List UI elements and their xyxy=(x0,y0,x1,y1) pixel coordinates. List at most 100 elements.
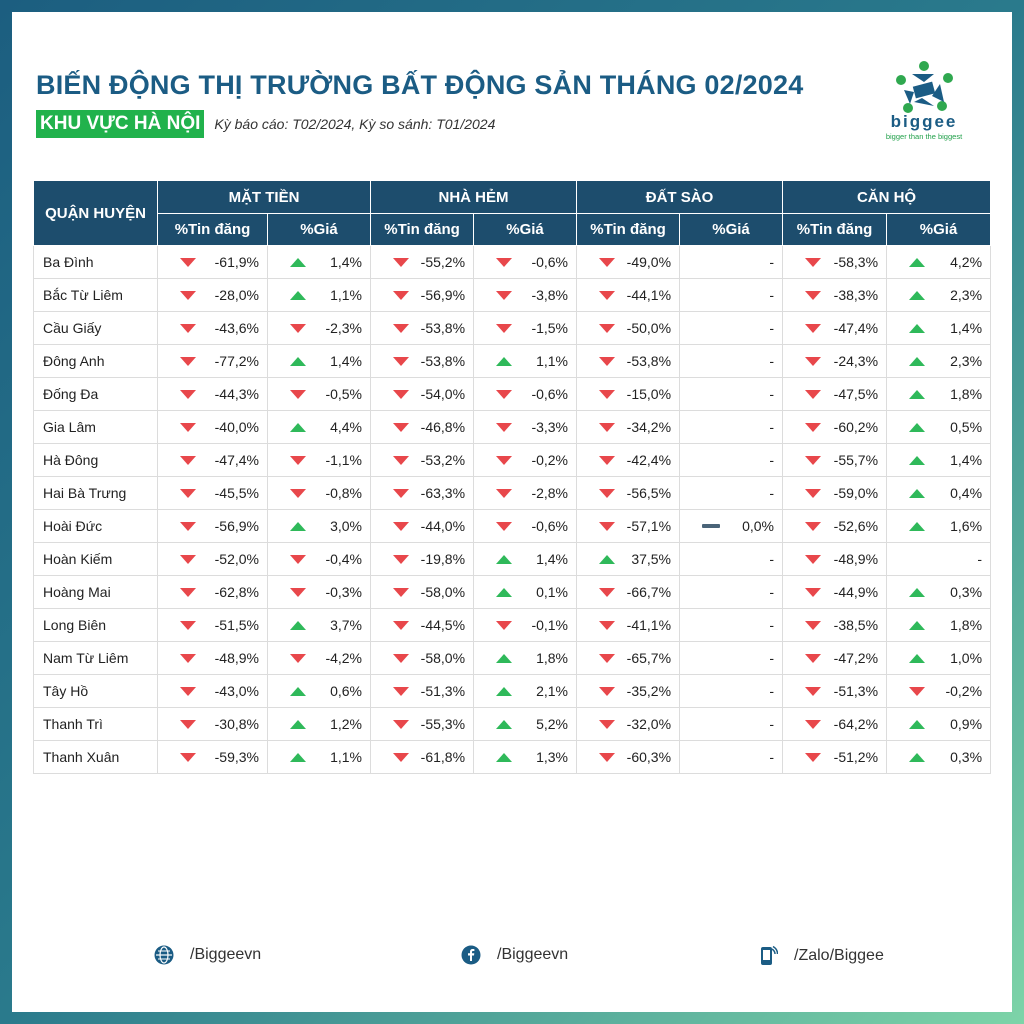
district-name: Đông Anh xyxy=(33,344,158,378)
value-cell: -44,1% xyxy=(576,278,681,312)
value-cell: -59,0% xyxy=(782,476,888,510)
value-text: -53,8% xyxy=(626,353,672,369)
value-cell: 1,4% xyxy=(266,344,372,378)
value-text: - xyxy=(769,452,775,468)
district-name: Đống Đa xyxy=(33,377,158,411)
value-cell: -38,5% xyxy=(782,608,888,642)
value-text: -41,1% xyxy=(626,617,672,633)
value-cell: -4,2% xyxy=(266,641,372,675)
down-arrow-icon xyxy=(599,587,616,597)
subtitle-row: KHU VỰC HÀ NỘI Kỳ báo cáo: T02/2024, Kỳ … xyxy=(36,109,495,139)
value-cell: -56,5% xyxy=(576,476,681,510)
value-cell: - xyxy=(679,410,784,444)
value-text: -56,5% xyxy=(626,485,672,501)
value-text: 0,3% xyxy=(950,749,983,765)
value-text: -52,0% xyxy=(214,551,259,567)
value-text: -0,5% xyxy=(325,386,363,402)
value-text: -59,0% xyxy=(833,485,879,501)
value-cell: -28,0% xyxy=(157,278,268,312)
sub-header-price: %Giá xyxy=(473,213,578,246)
value-text: -2,3% xyxy=(325,320,363,336)
footer-facebook[interactable]: /Biggeevn xyxy=(461,945,568,965)
value-text: -48,9% xyxy=(214,650,259,666)
down-arrow-icon xyxy=(599,257,616,267)
value-cell: -48,9% xyxy=(157,641,268,675)
region-badge: KHU VỰC HÀ NỘI xyxy=(36,110,205,138)
value-text: -77,2% xyxy=(214,353,259,369)
value-text: 0,0% xyxy=(742,518,775,534)
value-text: - xyxy=(769,650,775,666)
down-arrow-icon xyxy=(599,389,616,399)
value-cell: -44,9% xyxy=(782,575,888,609)
value-text: - xyxy=(769,749,775,765)
value-cell: 1,4% xyxy=(473,542,578,576)
value-text: -55,7% xyxy=(833,452,879,468)
value-cell: -2,3% xyxy=(266,311,372,345)
down-arrow-icon xyxy=(180,257,196,267)
down-arrow-icon xyxy=(599,455,616,465)
value-cell: -65,7% xyxy=(576,641,681,675)
down-arrow-icon xyxy=(805,620,822,630)
down-arrow-icon xyxy=(393,686,410,696)
value-cell: 3,0% xyxy=(266,509,372,543)
biggee-logo: biggee bigger than the biggest xyxy=(874,60,974,146)
value-text: 3,0% xyxy=(330,518,363,534)
value-text: - xyxy=(769,254,775,270)
value-cell: -52,6% xyxy=(782,509,888,543)
value-text: -19,8% xyxy=(420,551,466,567)
value-cell: -38,3% xyxy=(782,278,888,312)
up-arrow-icon xyxy=(290,719,306,729)
value-cell: 2,3% xyxy=(886,344,992,378)
value-text: 1,2% xyxy=(330,716,363,732)
value-text: -44,3% xyxy=(214,386,259,402)
down-arrow-icon xyxy=(805,554,822,564)
value-text: -0,6% xyxy=(531,254,569,270)
value-cell: - xyxy=(679,344,784,378)
value-cell: - xyxy=(886,542,992,576)
up-arrow-icon xyxy=(909,488,926,498)
district-name: Hai Bà Trưng xyxy=(33,476,158,510)
value-text: -24,3% xyxy=(833,353,879,369)
value-text: -60,2% xyxy=(833,419,879,435)
value-text: -57,1% xyxy=(626,518,672,534)
value-text: 0,6% xyxy=(330,683,363,699)
value-text: -61,8% xyxy=(420,749,466,765)
value-text: - xyxy=(769,419,775,435)
down-arrow-icon xyxy=(599,521,616,531)
value-text: 3,7% xyxy=(330,617,363,633)
value-cell: -44,5% xyxy=(370,608,475,642)
down-arrow-icon xyxy=(393,554,410,564)
value-cell: -43,6% xyxy=(157,311,268,345)
up-arrow-icon xyxy=(909,620,926,630)
value-cell: -47,4% xyxy=(157,443,268,477)
value-text: -43,6% xyxy=(214,320,259,336)
value-cell: -56,9% xyxy=(157,509,268,543)
down-arrow-icon xyxy=(599,422,616,432)
value-text: -4,2% xyxy=(325,650,363,666)
value-cell: -52,0% xyxy=(157,542,268,576)
value-text: 2,3% xyxy=(950,353,983,369)
value-cell: - xyxy=(679,476,784,510)
down-arrow-icon xyxy=(805,719,822,729)
down-arrow-icon xyxy=(393,752,410,762)
value-cell: 1,4% xyxy=(886,311,992,345)
district-name: Thanh Trì xyxy=(33,707,158,741)
up-arrow-icon xyxy=(496,554,513,564)
table-row: Ba Đình -61,9% 1,4% -55,2% -0,6% -49,0% - -58,3… xyxy=(33,245,992,279)
value-text: -15,0% xyxy=(626,386,672,402)
value-text: -62,8% xyxy=(214,584,259,600)
value-text: -0,8% xyxy=(325,485,363,501)
value-cell: -77,2% xyxy=(157,344,268,378)
down-arrow-icon xyxy=(805,257,822,267)
sub-header-price: %Giá xyxy=(266,213,372,246)
down-arrow-icon xyxy=(599,719,616,729)
value-text: 37,5% xyxy=(631,551,672,567)
value-cell: -62,8% xyxy=(157,575,268,609)
value-text: -0,4% xyxy=(325,551,363,567)
footer-website[interactable]: /Biggeevn xyxy=(154,945,261,965)
value-cell: - xyxy=(679,245,784,279)
down-arrow-icon xyxy=(805,422,822,432)
value-cell: 4,2% xyxy=(886,245,992,279)
value-cell: -51,5% xyxy=(157,608,268,642)
footer-zalo[interactable]: /Zalo/Biggee xyxy=(758,945,884,967)
